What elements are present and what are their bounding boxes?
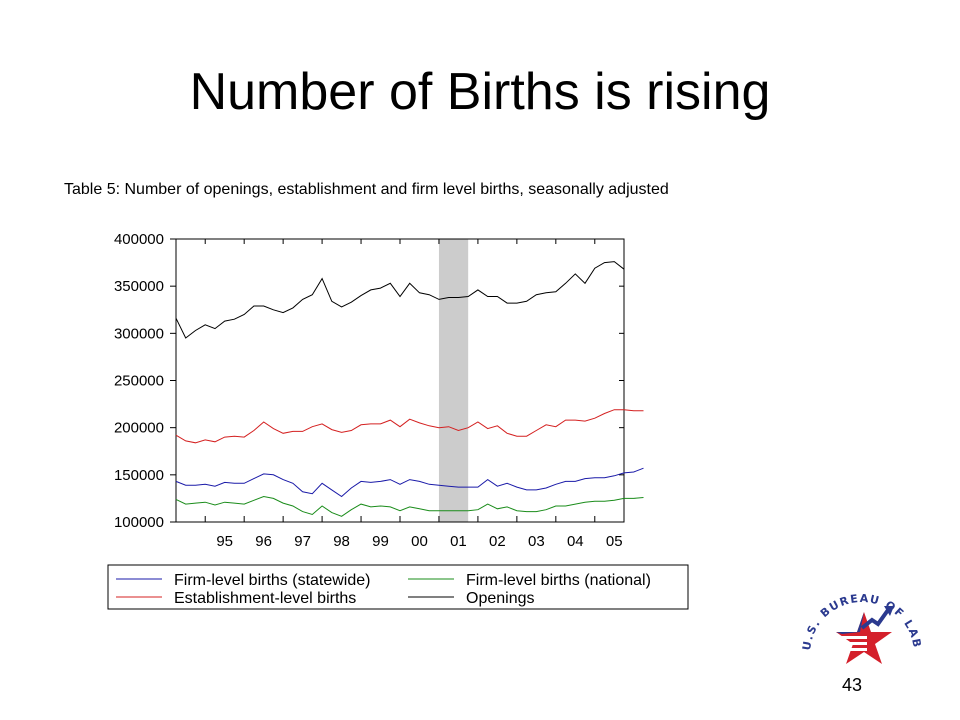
x-tick-label: 98 — [333, 533, 350, 550]
x-tick-label: 96 — [255, 533, 272, 550]
slide-title: Number of Births is rising — [189, 63, 771, 121]
series-line-firm-level-births-national — [175, 495, 644, 517]
x-tick-label: 05 — [606, 533, 623, 550]
logo-trend-icon — [860, 608, 890, 630]
plot-frame — [175, 238, 625, 523]
x-tick-label: 03 — [528, 533, 545, 550]
legend-label: Openings — [466, 590, 535, 607]
y-tick-label: 200000 — [114, 420, 164, 437]
legend-label: Firm-level births (national) — [466, 572, 651, 589]
chart-title: Table 5: Number of openings, establishme… — [64, 181, 669, 198]
y-tick-label: 350000 — [114, 278, 164, 295]
shaded-region — [438, 239, 469, 522]
x-tick-label: 01 — [450, 533, 467, 550]
y-tick-label: 250000 — [114, 373, 164, 390]
y-tick-label: 400000 — [114, 231, 164, 248]
y-tick-label: 150000 — [114, 467, 164, 484]
x-tick-label: 97 — [294, 533, 311, 550]
series-line-openings — [175, 261, 625, 339]
x-tick-label: 00 — [411, 533, 428, 550]
x-tick-label: 04 — [567, 533, 584, 550]
series-line-establishment-level-births — [175, 409, 644, 444]
series-line-firm-level-births-statewide — [175, 467, 644, 498]
page-number: 43 — [842, 675, 863, 695]
x-tick-label: 99 — [372, 533, 389, 550]
legend-box — [107, 564, 689, 610]
legend-label: Firm-level births (statewide) — [174, 572, 370, 589]
y-tick-label: 300000 — [114, 325, 164, 342]
bls-logo: U.S. BUREAU OF LABOR STATISTICS — [790, 576, 922, 664]
x-tick-label: 02 — [489, 533, 506, 550]
star-icon — [836, 612, 892, 664]
legend-label: Establishment-level births — [174, 590, 356, 607]
x-tick-label: 95 — [216, 533, 233, 550]
y-tick-label: 100000 — [114, 514, 164, 531]
